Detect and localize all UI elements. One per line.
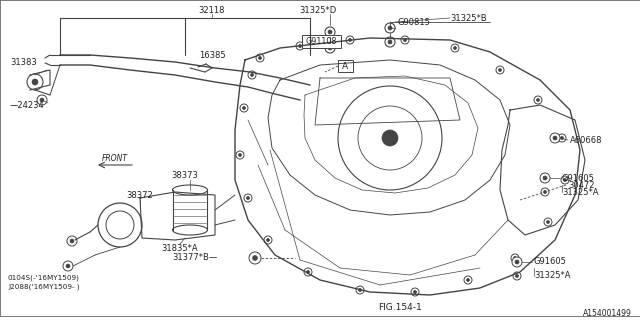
Circle shape	[256, 54, 264, 62]
Circle shape	[547, 220, 550, 223]
Circle shape	[358, 289, 362, 292]
Circle shape	[239, 154, 241, 156]
Circle shape	[250, 74, 253, 76]
Circle shape	[388, 40, 392, 44]
Circle shape	[451, 44, 459, 52]
Circle shape	[264, 236, 272, 244]
Text: J2088('16MY1509- ): J2088('16MY1509- )	[8, 284, 79, 290]
Circle shape	[558, 134, 566, 142]
Circle shape	[325, 43, 335, 53]
Circle shape	[499, 68, 502, 71]
Text: 30472: 30472	[568, 180, 595, 189]
Circle shape	[513, 257, 516, 260]
Circle shape	[356, 286, 364, 294]
Text: 31383: 31383	[10, 58, 36, 67]
Text: FIG.154-1: FIG.154-1	[378, 303, 422, 313]
Circle shape	[328, 30, 332, 34]
Circle shape	[544, 218, 552, 226]
Circle shape	[266, 238, 269, 242]
Text: FRONT: FRONT	[102, 154, 128, 163]
Circle shape	[253, 255, 257, 260]
Circle shape	[338, 86, 442, 190]
Circle shape	[37, 95, 47, 105]
Circle shape	[513, 272, 521, 280]
Text: A154001499: A154001499	[583, 309, 632, 318]
Circle shape	[307, 270, 310, 274]
Circle shape	[563, 179, 566, 181]
Circle shape	[534, 96, 542, 104]
Text: A: A	[342, 61, 348, 70]
Circle shape	[27, 74, 43, 90]
Circle shape	[403, 38, 406, 42]
Circle shape	[512, 257, 522, 267]
Circle shape	[67, 236, 77, 246]
Circle shape	[248, 71, 256, 79]
Circle shape	[358, 106, 422, 170]
Text: 0104S(-'16MY1509): 0104S(-'16MY1509)	[8, 275, 80, 281]
Circle shape	[349, 38, 351, 42]
Circle shape	[298, 44, 301, 47]
Circle shape	[240, 104, 248, 112]
Circle shape	[550, 133, 560, 143]
Circle shape	[536, 99, 540, 101]
Circle shape	[464, 276, 472, 284]
Circle shape	[70, 239, 74, 243]
Circle shape	[515, 275, 518, 277]
Circle shape	[244, 194, 252, 202]
Circle shape	[496, 66, 504, 74]
Circle shape	[511, 254, 519, 262]
Circle shape	[296, 42, 304, 50]
Circle shape	[304, 268, 312, 276]
Circle shape	[385, 37, 395, 47]
Circle shape	[385, 23, 395, 33]
Text: 32118: 32118	[199, 5, 225, 14]
Text: 31325*B: 31325*B	[450, 13, 486, 22]
Text: 16385: 16385	[198, 51, 225, 60]
Circle shape	[328, 46, 332, 50]
FancyBboxPatch shape	[337, 60, 353, 71]
Circle shape	[243, 107, 246, 109]
Circle shape	[106, 211, 134, 239]
Circle shape	[543, 176, 547, 180]
Text: G91108: G91108	[305, 36, 337, 45]
Text: 31325*A: 31325*A	[562, 188, 598, 196]
Text: 31325*D: 31325*D	[300, 5, 337, 14]
Circle shape	[543, 190, 547, 194]
Circle shape	[561, 176, 569, 184]
Circle shape	[325, 27, 335, 37]
Text: G91605: G91605	[534, 258, 567, 267]
Text: A60668: A60668	[570, 135, 602, 145]
Circle shape	[561, 137, 563, 140]
Text: G91605: G91605	[562, 173, 595, 182]
Circle shape	[388, 26, 392, 30]
Circle shape	[63, 261, 73, 271]
Circle shape	[541, 188, 549, 196]
Circle shape	[515, 260, 519, 264]
Circle shape	[540, 173, 550, 183]
Circle shape	[246, 196, 250, 199]
Circle shape	[467, 278, 470, 282]
Circle shape	[454, 46, 456, 50]
Text: 31377*B—: 31377*B—	[173, 253, 218, 262]
Circle shape	[249, 252, 261, 264]
FancyBboxPatch shape	[301, 35, 340, 47]
Text: —24234: —24234	[10, 100, 45, 109]
Circle shape	[32, 79, 38, 85]
Text: 38372: 38372	[127, 190, 154, 199]
Circle shape	[66, 264, 70, 268]
Circle shape	[413, 291, 417, 293]
Text: 31325*A: 31325*A	[534, 271, 570, 281]
Circle shape	[236, 151, 244, 159]
Circle shape	[401, 36, 409, 44]
Circle shape	[40, 98, 44, 102]
Circle shape	[98, 203, 142, 247]
Circle shape	[553, 136, 557, 140]
Text: 38373: 38373	[172, 171, 198, 180]
Text: G90815: G90815	[398, 18, 431, 27]
Circle shape	[382, 130, 398, 146]
Circle shape	[411, 288, 419, 296]
Circle shape	[346, 36, 354, 44]
Text: 31835*A: 31835*A	[162, 244, 198, 252]
Circle shape	[259, 57, 262, 60]
